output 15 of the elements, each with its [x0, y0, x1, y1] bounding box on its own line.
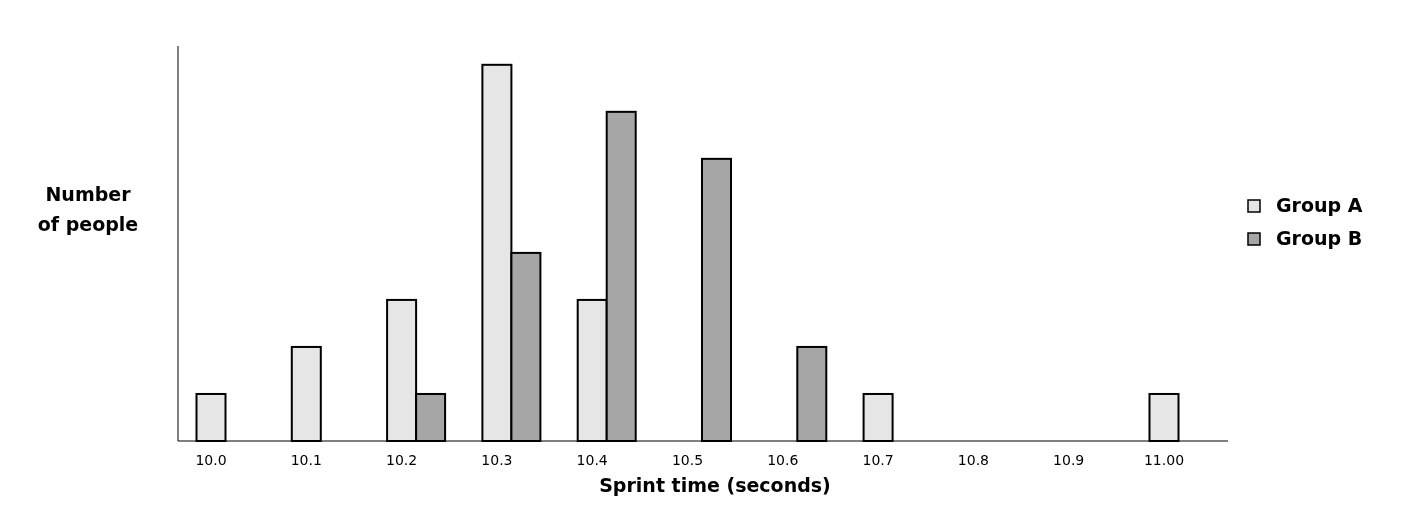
y-axis-title: Number of people — [37, 183, 139, 235]
x-tick-label: 10.7 — [862, 452, 894, 468]
x-tick-label: 10.6 — [767, 452, 799, 468]
x-tick-label: 10.5 — [671, 452, 704, 468]
x-tick-label: 10.8 — [957, 452, 989, 468]
x-axis-title: Sprint time (seconds) — [599, 474, 831, 496]
legend-label: Group B — [1276, 227, 1363, 249]
x-tick-label: 10.1 — [290, 452, 322, 468]
x-tick-label: 10.4 — [576, 452, 608, 468]
x-tick-label: 10.9 — [1053, 452, 1085, 468]
legend-label: Group A — [1276, 194, 1363, 216]
x-tick-label: 10.0 — [195, 452, 227, 468]
x-tick-label: 11.00 — [1143, 452, 1185, 468]
x-tick-label: 10.2 — [386, 452, 418, 468]
x-tick-label: 10.3 — [481, 452, 513, 468]
